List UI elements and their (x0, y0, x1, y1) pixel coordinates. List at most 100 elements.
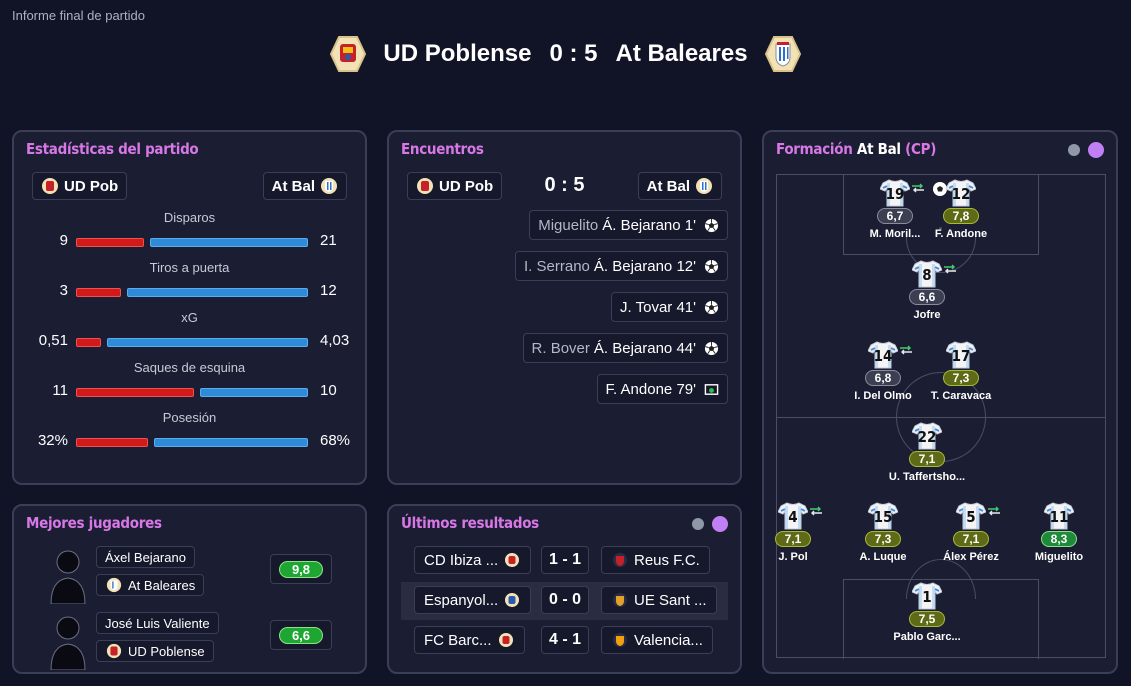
best-player-team-label: UD Poblense (128, 643, 205, 659)
result-row[interactable]: CD Ibiza ... 1 - 1 Reus F.C. (401, 542, 728, 580)
penalty-icon (704, 382, 719, 397)
player-marker[interactable]: 17 7,3 T. Caravaca (916, 341, 1006, 402)
best-player-name: José Luis Valiente (96, 612, 219, 634)
player-marker[interactable]: 5 7,1 Álex Pérez (926, 502, 1016, 563)
enc-home-chip: UD Pob (407, 172, 503, 200)
stat-away-value: 4,03 (320, 332, 350, 349)
goal-event: I. Serrano Á. Bejarano 12' (515, 251, 728, 281)
penalty-spot (939, 227, 942, 230)
player-name: Miguelito (1034, 551, 1084, 563)
result-score: 0 - 0 (541, 586, 589, 614)
home-crest-icon (329, 35, 367, 73)
goal-assist: R. Bover (531, 339, 590, 357)
stat-label: xG (181, 310, 198, 325)
stat-away-value: 12 (320, 282, 337, 299)
result-row[interactable]: Espanyol... 0 - 0 UE Sant ... (401, 582, 728, 620)
stat-away-bar (107, 338, 308, 347)
view-option-2[interactable] (712, 516, 728, 532)
player-marker[interactable]: 1 7,5 Pablo Garc... (882, 582, 972, 643)
club-crest-icon (611, 631, 629, 649)
club-crest-icon (611, 591, 629, 609)
player-marker[interactable]: 19 6,7 M. Moril... (850, 179, 947, 240)
player-marker[interactable]: 4 7,1 J. Pol (748, 502, 838, 563)
club-crest-icon (611, 551, 629, 569)
player-rating: 6,7 (877, 208, 913, 224)
player-rating: 7,1 (775, 531, 811, 547)
goal-event: F. Andone 79' (596, 374, 728, 404)
goal-event: Miguelito Á. Bejarano 1' (529, 210, 728, 240)
player-marker[interactable]: 11 8,3 Miguelito (1014, 502, 1104, 563)
shirt-icon: 17 (946, 341, 976, 369)
match-header: UD Poblense 0 : 5 At Baleares (0, 34, 1131, 74)
player-marker[interactable]: 14 6,8 I. Del Olmo (838, 341, 928, 402)
results-panel: Últimos resultados CD Ibiza ... 1 - 1 Reus… (387, 504, 742, 674)
stat-home-bar (76, 288, 121, 297)
stat-away-value: 10 (320, 382, 337, 399)
best-player-team: At Baleares (96, 574, 205, 596)
formation-prefix: Formación (776, 140, 853, 158)
stats-away-label: At Bal (271, 177, 315, 195)
shirt-number: 8 (922, 266, 932, 284)
result-row[interactable]: FC Barc... 4 - 1 Valencia... (401, 622, 728, 660)
player-rating: 7,8 (943, 208, 979, 224)
player-name: A. Luque (859, 551, 907, 563)
shirt-number: 14 (873, 347, 893, 365)
player-rating: 7,1 (953, 531, 989, 547)
away-team-name: At Baleares (615, 40, 748, 67)
match-score: 0 : 5 (549, 40, 598, 67)
result-away-name: UE Sant ... (634, 591, 707, 609)
view-option-1[interactable] (1068, 144, 1080, 156)
shirt-icon: 8 (912, 260, 942, 288)
stat-label: Tiros a puerta (149, 260, 230, 275)
stat-home-value: 11 (52, 382, 68, 399)
player-marker[interactable]: 8 6,6 Jofre (882, 260, 972, 321)
results-view-toggle[interactable] (692, 516, 728, 532)
enc-away-label: At Bal (646, 177, 690, 195)
stat-away-value: 21 (320, 232, 337, 249)
best-players-title: Mejores jugadores (26, 514, 162, 532)
player-name: I. Del Olmo (854, 390, 912, 402)
formation-team: At Bal (856, 140, 901, 158)
view-option-1[interactable] (692, 518, 704, 530)
shirt-icon: 11 (1044, 502, 1074, 530)
player-rating: 7,5 (909, 611, 945, 627)
player-rating: 7,1 (909, 451, 945, 467)
stats-home-chip: UD Pob (32, 172, 128, 200)
player-rating: 6,6 (909, 289, 945, 305)
stat-home-value: 0,51 (38, 332, 68, 349)
shirt-number: 4 (788, 508, 798, 526)
view-toggle[interactable] (1068, 142, 1104, 158)
player-marker[interactable]: 12 7,8 F. Andone (916, 179, 1006, 240)
shirt-icon: 5 (956, 502, 986, 530)
player-marker[interactable]: 15 7,3 A. Luque (838, 502, 928, 563)
view-option-2[interactable] (1088, 142, 1104, 158)
player-name: Pablo Garc... (893, 631, 961, 643)
rating-pill: 9,8 (279, 560, 323, 578)
goal-event: J. Tovar 41' (611, 292, 728, 322)
result-home-name: Espanyol... (424, 591, 499, 609)
away-crest-icon (105, 576, 123, 594)
enc-away-chip: At Bal (637, 172, 722, 200)
player-name: Álex Pérez (943, 551, 999, 563)
stat-home-value: 32% (37, 432, 68, 449)
stats-home-label: UD Pob (64, 177, 119, 195)
result-home-name: CD Ibiza ... (424, 551, 499, 569)
best-player-name: Áxel Bejarano (96, 546, 195, 568)
stats-title: Estadísticas del partido (26, 140, 199, 158)
player-name: T. Caravaca (930, 390, 992, 402)
shirt-number: 17 (951, 347, 971, 365)
result-score: 1 - 1 (541, 546, 589, 574)
player-rating: 6,8 (865, 370, 901, 386)
player-rating: 8,3 (1041, 531, 1077, 547)
substitution-icon (910, 180, 926, 193)
player-marker[interactable]: 22 7,1 U. Taffertsho... (882, 422, 972, 483)
substitution-icon (942, 261, 958, 274)
best-player-team: UD Poblense (96, 640, 214, 662)
ball-icon (704, 300, 719, 315)
report-label: Informe final de partido (12, 8, 145, 23)
player-name: Jofre (913, 309, 941, 321)
result-home-name: FC Barc... (424, 631, 492, 649)
home-crest-icon (105, 642, 123, 660)
goal-event: R. Bover Á. Bejarano 44' (522, 333, 728, 363)
result-home: Espanyol... (414, 586, 532, 614)
